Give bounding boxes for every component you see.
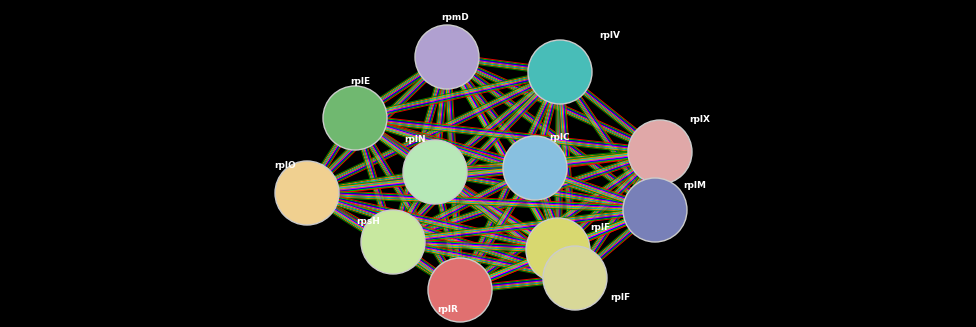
Ellipse shape	[543, 246, 607, 310]
Ellipse shape	[503, 136, 567, 200]
Text: rplM: rplM	[683, 181, 707, 190]
Ellipse shape	[403, 140, 467, 204]
Text: rplF: rplF	[590, 223, 610, 232]
Text: rplF: rplF	[610, 294, 630, 302]
Ellipse shape	[428, 258, 492, 322]
Ellipse shape	[623, 178, 687, 242]
Ellipse shape	[526, 218, 590, 282]
Text: rpsH: rpsH	[356, 217, 380, 227]
Ellipse shape	[628, 120, 692, 184]
Text: rplV: rplV	[599, 30, 621, 40]
Ellipse shape	[415, 25, 479, 89]
Text: rpmD: rpmD	[441, 13, 468, 23]
Text: rplN: rplN	[404, 135, 426, 145]
Ellipse shape	[528, 40, 592, 104]
Text: rplO: rplO	[274, 161, 296, 169]
Text: rplR: rplR	[437, 305, 459, 315]
Text: rplC: rplC	[549, 133, 570, 143]
Text: rplX: rplX	[689, 115, 711, 125]
Ellipse shape	[323, 86, 387, 150]
Text: rplE: rplE	[350, 77, 370, 87]
Ellipse shape	[361, 210, 425, 274]
Ellipse shape	[275, 161, 339, 225]
